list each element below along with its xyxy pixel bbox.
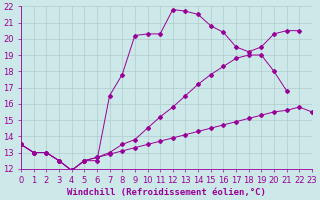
- X-axis label: Windchill (Refroidissement éolien,°C): Windchill (Refroidissement éolien,°C): [67, 188, 266, 197]
